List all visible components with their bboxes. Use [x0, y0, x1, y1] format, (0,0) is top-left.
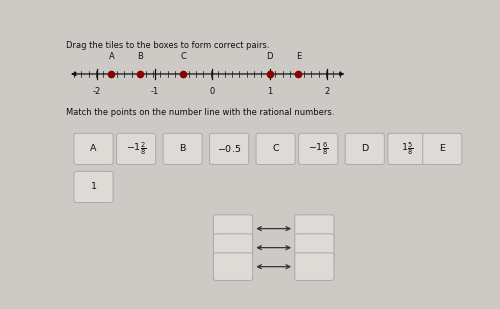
Text: -2: -2	[93, 87, 101, 96]
FancyBboxPatch shape	[388, 133, 427, 164]
Text: Match the points on the number line with the rational numbers.: Match the points on the number line with…	[66, 108, 335, 117]
FancyBboxPatch shape	[214, 215, 252, 243]
FancyBboxPatch shape	[74, 133, 113, 164]
Text: $-1\frac{2}{8}$: $-1\frac{2}{8}$	[126, 140, 146, 157]
FancyBboxPatch shape	[295, 253, 334, 281]
FancyBboxPatch shape	[210, 133, 248, 164]
FancyBboxPatch shape	[422, 133, 462, 164]
Text: E: E	[440, 144, 445, 153]
Text: $1\frac{5}{8}$: $1\frac{5}{8}$	[401, 140, 413, 157]
FancyBboxPatch shape	[256, 133, 295, 164]
Text: B: B	[138, 52, 143, 61]
Text: 2: 2	[324, 87, 330, 96]
Text: Drag the tiles to the boxes to form correct pairs.: Drag the tiles to the boxes to form corr…	[66, 41, 270, 50]
Text: C: C	[272, 144, 279, 153]
Text: 0: 0	[210, 87, 215, 96]
Text: C: C	[180, 52, 186, 61]
Text: D: D	[266, 52, 273, 61]
Text: D: D	[361, 144, 368, 153]
Text: $-0.5$: $-0.5$	[217, 143, 241, 154]
Text: A: A	[108, 52, 114, 61]
FancyBboxPatch shape	[214, 234, 252, 261]
FancyBboxPatch shape	[295, 234, 334, 261]
Text: 1: 1	[267, 87, 272, 96]
FancyBboxPatch shape	[298, 133, 338, 164]
Text: -1: -1	[150, 87, 159, 96]
FancyBboxPatch shape	[163, 133, 202, 164]
Text: A: A	[90, 144, 97, 153]
Text: B: B	[180, 144, 186, 153]
FancyBboxPatch shape	[295, 215, 334, 243]
FancyBboxPatch shape	[74, 171, 113, 203]
FancyBboxPatch shape	[214, 253, 252, 281]
FancyBboxPatch shape	[345, 133, 385, 164]
Text: 1: 1	[90, 183, 96, 192]
Text: $-1\frac{6}{8}$: $-1\frac{6}{8}$	[308, 140, 328, 157]
FancyBboxPatch shape	[116, 133, 156, 164]
Text: E: E	[296, 52, 301, 61]
